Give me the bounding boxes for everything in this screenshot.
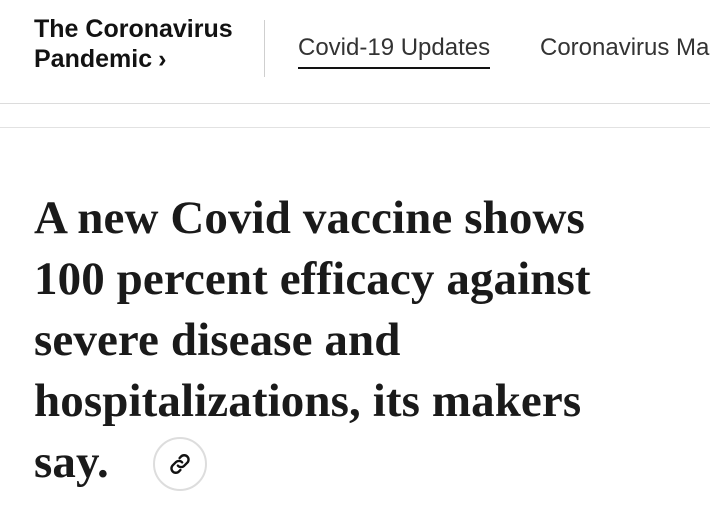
copy-link-button[interactable] [153,437,207,491]
top-navigation: The Coronavirus Pandemic › Covid-19 Updat… [0,0,710,104]
chevron-right-icon: › [158,45,167,73]
section-title-link[interactable]: The Coronavirus Pandemic › [34,14,233,74]
tab-coronavirus-maps[interactable]: Coronavirus Ma [540,34,710,61]
nav-divider [264,20,265,77]
section-title-line2-text: Pandemic [34,45,153,73]
headline-line: A new Covid vaccine shows [34,192,585,244]
link-icon [167,451,193,477]
tab-covid-19-updates[interactable]: Covid-19 Updates [298,33,491,69]
headline-line: hospitalizations, its makers [34,375,582,427]
section-title-line2: Pandemic › [34,44,233,74]
headline-line: severe disease and [34,314,401,366]
section-divider [0,127,710,128]
headline-line: say. [34,436,109,488]
article-headline: A new Covid vaccine shows 100 percent ef… [34,188,674,493]
headline-line: 100 percent efficacy against [34,253,591,305]
section-title-line1: The Coronavirus [34,15,233,43]
